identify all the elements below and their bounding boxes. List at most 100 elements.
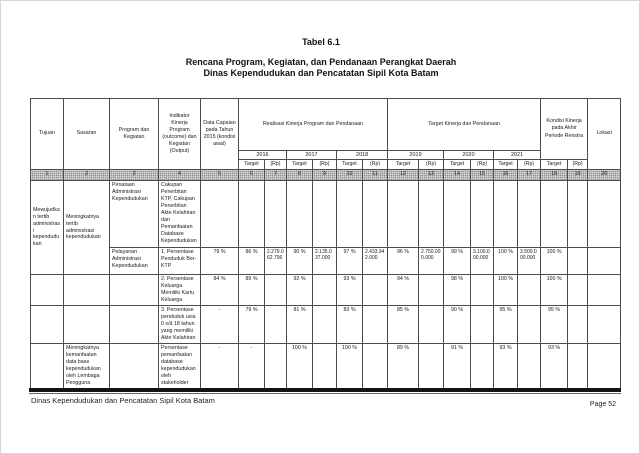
cell-target-2021: 100 % xyxy=(493,247,519,275)
cell-program: Penataan Administrasi Kependudukan xyxy=(109,180,159,248)
cell-target-2020: 90 % xyxy=(443,305,472,344)
cell-tujuan xyxy=(30,305,64,344)
cell-target-akhir: 93 % xyxy=(540,342,569,392)
cell-target-2018: 93 % xyxy=(336,274,363,306)
cell-rp-2017 xyxy=(312,305,337,344)
cell-target-2019 xyxy=(387,180,420,248)
year-header-2017: 2017 xyxy=(286,150,337,160)
cell-target-2016: 89 % xyxy=(238,274,265,306)
footer-agency-name: Dinas Kependudukan dan Pencatatan Sipil … xyxy=(31,396,215,405)
cell-rp-akhir xyxy=(567,274,589,306)
cell-target-akhir xyxy=(540,180,569,248)
cell-target-2019: 96 % xyxy=(387,247,420,275)
cell-rp-akhir xyxy=(567,180,589,248)
sub-header-target-2021: Target xyxy=(493,159,519,170)
cell-rp-2021 xyxy=(517,180,542,248)
sub-header-rp-2017: (Rp) xyxy=(312,159,337,170)
cell-rp-2017 xyxy=(312,342,337,392)
cell-rp-2020: 3.100.000.000 xyxy=(470,247,495,275)
cell-rp-2019 xyxy=(418,342,445,392)
sub-header-target-2017: Target xyxy=(286,159,313,170)
cell-lokasi xyxy=(587,274,622,306)
cell-target-akhir: 95 % xyxy=(540,305,569,344)
cell-target-akhir: 100 % xyxy=(540,274,569,306)
cell-rp-2021 xyxy=(517,274,542,306)
cell-rp-2016 xyxy=(264,274,287,306)
cell-target-2021: 100 % xyxy=(493,274,519,306)
cell-sasaran xyxy=(63,274,110,306)
table-bottom-rule xyxy=(29,388,621,392)
col-number: 17 xyxy=(517,169,542,181)
cell-program: Pelayanan Administrasi Kependudukan xyxy=(109,247,159,275)
cell-indikator: 3. Persentase penduduk usia 0 s/d 18 tah… xyxy=(158,305,201,344)
sub-header-rp-2021: (Rp) xyxy=(517,159,542,170)
cell-target-2016: 79 % xyxy=(238,305,265,344)
col-number: 12 xyxy=(387,169,420,181)
sub-header-rp-2018: (Rp) xyxy=(361,159,389,170)
table-row: 2. Persentase Keluarga Memiliki Kartu Ke… xyxy=(30,274,622,306)
cell-data-2015: 84 % xyxy=(200,274,239,306)
cell-lokasi xyxy=(587,342,622,392)
cell-sasaran xyxy=(63,305,110,344)
cell-rp-2016 xyxy=(264,342,287,392)
col-number: 18 xyxy=(540,169,569,181)
cell-rp-2018 xyxy=(361,180,389,248)
renstra-table: Tujuan Sasaran Program dan Kegiatan Indi… xyxy=(30,98,622,392)
cell-rp-2019 xyxy=(418,180,445,248)
page-number: Page 52 xyxy=(589,401,616,408)
col-number: 4 xyxy=(158,169,201,181)
cell-target-2018: 97 % xyxy=(336,247,363,275)
cell-indikator: 2. Persentase Keluarga Memiliki Kartu Ke… xyxy=(158,274,201,306)
col-header-realisasi: Realisasi Kinerja Program dan Pendanaan xyxy=(237,98,389,151)
table-subtitle: Rencana Program, Kegiatan, dan Pendanaan… xyxy=(1,57,639,79)
col-number: 14 xyxy=(443,169,472,181)
col-number: 16 xyxy=(493,169,519,181)
col-number: 6 xyxy=(238,169,265,181)
cell-target-2017: 92 % xyxy=(286,274,313,306)
cell-target-2018 xyxy=(336,180,363,248)
cell-lokasi xyxy=(587,180,622,248)
cell-target-akhir: 100 % xyxy=(540,247,569,275)
col-header-sasaran: Sasaran xyxy=(63,98,110,170)
cell-target-2021: 93 % xyxy=(493,342,519,392)
year-header-2020: 2020 xyxy=(443,150,495,160)
sub-header-target-2018: Target xyxy=(336,159,363,170)
col-number: 8 xyxy=(286,169,313,181)
col-header-lokasi: Lokasi xyxy=(587,98,622,170)
cell-target-2020: 99 % xyxy=(443,247,472,275)
table-row: 3. Persentase penduduk usia 0 s/d 18 tah… xyxy=(30,305,622,344)
cell-target-2017: 81 % xyxy=(286,305,313,344)
cell-rp-2019 xyxy=(418,274,445,306)
cell-tujuan: Mewujudkan tertib administrasi kependudu… xyxy=(30,180,64,275)
col-number: 3 xyxy=(109,169,159,181)
header-row-column-numbers: 1 2 3 4 5 6 7 8 9 10 11 12 13 14 15 16 1… xyxy=(30,169,622,181)
col-header-program: Program dan Kegiatan xyxy=(109,98,159,170)
year-header-2018: 2018 xyxy=(335,150,389,160)
col-number: 7 xyxy=(264,169,287,181)
col-number: 1 xyxy=(30,169,64,181)
cell-indikator: Cakupan Penerbitan KTP, Cakupan Penerbit… xyxy=(158,180,201,248)
cell-rp-2018 xyxy=(361,342,389,392)
cell-program xyxy=(109,342,159,392)
sub-header-target-kondisi: Target xyxy=(540,159,569,170)
cell-target-2019: 94 % xyxy=(387,274,420,306)
cell-indikator: Persentase pemanfaatan database kependud… xyxy=(158,342,201,392)
col-number: 15 xyxy=(470,169,495,181)
cell-tujuan xyxy=(30,342,64,392)
cell-target-2021 xyxy=(493,180,519,248)
cell-rp-akhir xyxy=(567,342,589,392)
col-header-data-capaian: Data Capaian pada Tahun 2015 (kondisi aw… xyxy=(200,98,239,170)
cell-rp-2016 xyxy=(264,305,287,344)
col-number: 20 xyxy=(587,169,622,181)
cell-rp-akhir xyxy=(567,305,589,344)
cell-target-2019: 89 % xyxy=(387,342,420,392)
cell-rp-akhir xyxy=(567,247,589,275)
cell-target-2018: 100 % xyxy=(336,342,363,392)
cell-rp-2021 xyxy=(517,305,542,344)
col-number: 9 xyxy=(312,169,337,181)
cell-rp-2020 xyxy=(470,305,495,344)
cell-target-2016 xyxy=(238,180,265,248)
cell-target-2020: 98 % xyxy=(443,274,472,306)
subtitle-line-2: Dinas Kependudukan dan Pencatatan Sipil … xyxy=(203,68,439,78)
